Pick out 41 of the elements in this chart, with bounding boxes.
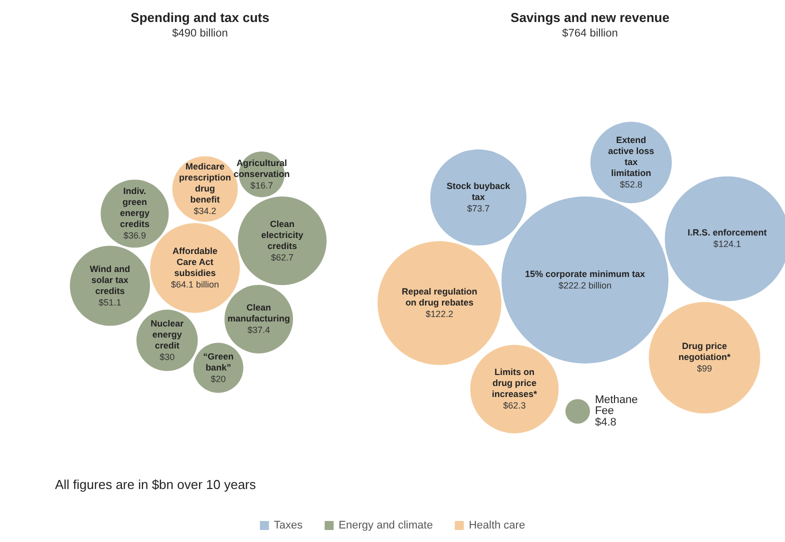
- category-label: “Green bank”: [203, 351, 234, 372]
- legend-label: Energy and climate: [338, 520, 433, 532]
- category-label: I.R.S. enforcement: [688, 228, 767, 238]
- category-label: Repeal regulation on drug rebates: [402, 286, 478, 308]
- category-label: Nuclear energy credit: [150, 318, 184, 350]
- data-label: $34.2: [194, 206, 216, 216]
- category-label: Affordable Care Act subsidies: [172, 246, 218, 278]
- category-label: 15% corporate minimum tax: [524, 269, 646, 279]
- data-label: $4.8: [594, 416, 616, 428]
- text: $764 billion: [562, 28, 618, 40]
- data-label: $124.1: [713, 239, 741, 250]
- text: Spending and tax cuts: [130, 10, 270, 25]
- category-label: Medicare prescription drug benefit: [179, 162, 232, 205]
- text: Savings and new revenue: [510, 10, 670, 25]
- data-label: $52.8: [620, 180, 642, 190]
- category-label: Extend active loss tax limitation: [608, 135, 654, 178]
- data-label: $122.2: [426, 309, 454, 320]
- category-label: Clean electricity credits: [261, 218, 304, 251]
- data-label: $62.3: [503, 400, 526, 411]
- category-label: Indiv. green energy credits: [120, 186, 150, 230]
- text: All figures are in $bn over 10 years: [55, 477, 256, 492]
- data-label: $222.2 billion: [558, 280, 612, 290]
- data-label: $20: [210, 374, 226, 384]
- data-label: $62.7: [270, 252, 294, 262]
- text: $490 billion: [172, 28, 228, 40]
- category-label: Wind and solar tax credits: [90, 264, 130, 296]
- data-label: $64.1 billion: [170, 280, 220, 290]
- data-label: $51.1: [98, 297, 122, 308]
- category-label: Methane Fee: [594, 394, 638, 417]
- category-label: Drug price negotiation*: [678, 341, 731, 362]
- legend-label: Taxes: [274, 520, 304, 532]
- data-label: $36.9: [123, 230, 146, 241]
- data-label: $73.7: [467, 203, 490, 214]
- category-label: Clean manufacturing: [227, 302, 290, 324]
- category-label: Stock buyback tax: [446, 180, 512, 202]
- data-label: $37.4: [247, 325, 270, 336]
- data-label: $30: [160, 352, 175, 362]
- legend-label: Health care: [468, 520, 526, 532]
- data-label: $99: [696, 364, 712, 374]
- category-label: Limits on drug price increases*: [492, 367, 538, 400]
- data-label: $16.7: [250, 180, 273, 190]
